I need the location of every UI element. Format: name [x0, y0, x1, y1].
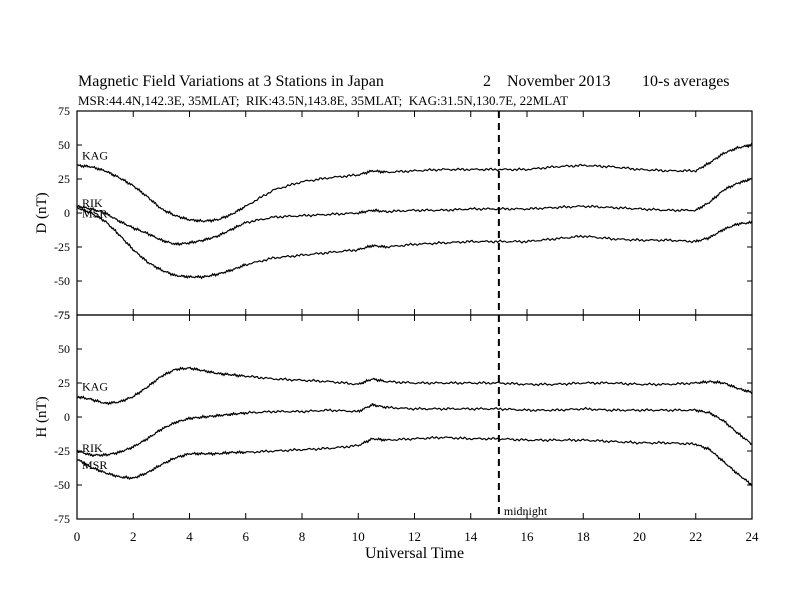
y-tick-label-H: -25	[54, 444, 70, 458]
x-tick-label: 14	[464, 529, 478, 544]
y-tick-label-H: 75	[58, 308, 70, 322]
y-tick-label-H: 0	[64, 410, 70, 424]
series-label-H-rik: RIK	[82, 441, 103, 455]
x-tick-label: 4	[186, 529, 193, 544]
series-line-D-rik	[76, 178, 753, 247]
series-line-H-msr	[76, 435, 753, 487]
x-tick-label: 16	[521, 529, 535, 544]
y-tick-label-H: -75	[54, 512, 70, 526]
y-tick-label-H: 50	[58, 342, 70, 356]
y-tick-label-D: -75	[54, 308, 70, 322]
date-month-year: November 2013	[507, 73, 611, 90]
x-tick-label: 22	[689, 529, 702, 544]
x-axis-label: Universal Time	[365, 545, 464, 562]
series-label-D-rik: RIK	[82, 196, 103, 210]
x-tick-label: 8	[299, 529, 306, 544]
date-day: 2	[483, 73, 491, 90]
x-tick-label: 24	[746, 529, 760, 544]
y-tick-label-D: 25	[58, 172, 70, 186]
stations-info: MSR:44.4N,142.3E, 35MLAT; RIK:43.5N,143.…	[78, 93, 569, 108]
series-line-H-rik	[76, 402, 753, 458]
y-tick-label-D: 0	[64, 206, 70, 220]
y-axis-label-H: H (nT)	[34, 396, 50, 437]
y-tick-label-D: -50	[54, 274, 70, 288]
y-tick-label-D: 75	[58, 104, 70, 118]
panel-frame-D	[76, 110, 753, 316]
chart-title: Magnetic Field Variations at 3 Stations …	[78, 73, 384, 90]
x-tick-label: 12	[408, 529, 421, 544]
series-label-H-kag: KAG	[82, 380, 108, 394]
series-line-H-kag	[76, 366, 753, 406]
series-label-H-msr: MSR	[82, 458, 107, 472]
series-line-D-kag	[76, 142, 753, 224]
x-tick-label: 10	[352, 529, 365, 544]
y-tick-label-D: 50	[58, 138, 70, 152]
series-line-D-msr	[76, 206, 753, 280]
x-tick-label: 0	[74, 529, 81, 544]
midnight-label: midnight	[504, 504, 548, 518]
x-tick-label: 2	[130, 529, 137, 544]
y-tick-label-H: -50	[54, 478, 70, 492]
series-label-D-kag: KAG	[82, 148, 108, 162]
x-tick-label: 20	[633, 529, 646, 544]
x-tick-label: 6	[243, 529, 250, 544]
y-axis-label-D: D (nT)	[34, 192, 50, 233]
panel-frame-H	[76, 314, 753, 520]
averaging-note: 10-s averages	[642, 73, 730, 90]
series-label-D-msr: MSR	[82, 207, 107, 221]
x-tick-label: 18	[577, 529, 590, 544]
y-tick-label-H: 25	[58, 376, 70, 390]
y-tick-label-D: -25	[54, 240, 70, 254]
